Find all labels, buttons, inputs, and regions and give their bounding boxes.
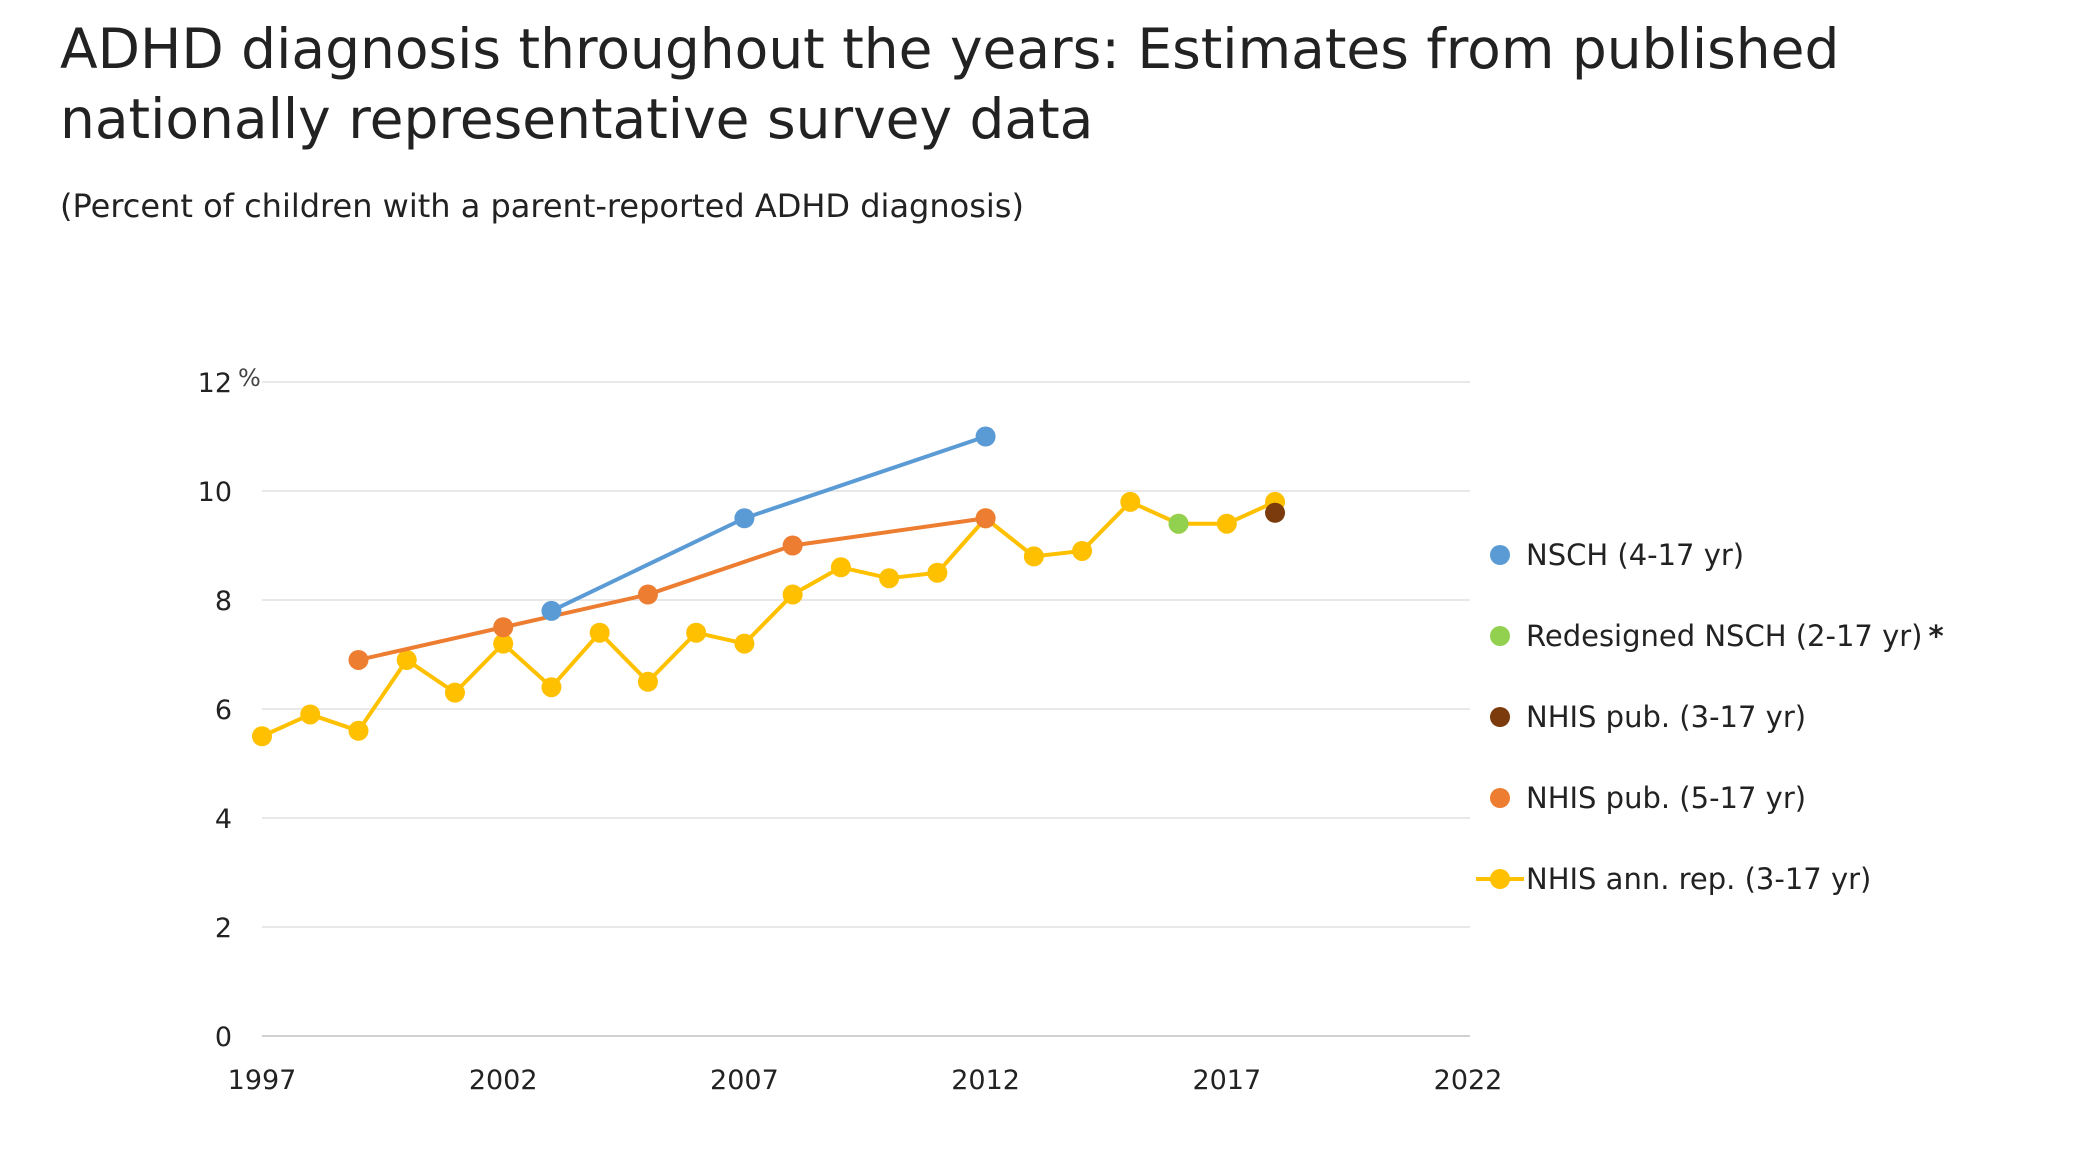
x-tick-label: 2012 [951,1065,1020,1096]
data-point-nsch-4-17-yr [734,508,755,529]
series-line-nhis-pub-5-17-yr [358,516,986,662]
data-point-nhis-ann-rep-3-17-yr [252,726,272,747]
y-tick-label: 12 [198,368,232,399]
legend-item: NSCH (4-17 yr) [1490,538,1744,572]
x-tick-label: 1997 [228,1065,297,1096]
legend-item: NHIS pub. (3-17 yr) [1490,700,1806,734]
legend-label: NSCH (4-17 yr) [1526,538,1744,572]
data-point-nhis-ann-rep-3-17-yr [830,557,851,578]
series-line-nhis-ann-rep-3-17-yr [261,499,1276,739]
x-tick-label: 2022 [1434,1065,1503,1096]
data-point-nhis-ann-rep-3-17-yr [637,671,658,692]
data-point-nhis-ann-rep-3-17-yr [493,633,514,654]
data-point-nhis-pub-3-17-yr [1265,502,1286,523]
legend-marker [1490,788,1510,808]
legend-marker [1490,707,1510,727]
y-tick-label: 4 [215,804,232,835]
legend-marker [1490,626,1510,646]
data-point-nhis-ann-rep-3-17-yr [541,677,562,698]
data-point-nhis-ann-rep-3-17-yr [686,622,707,643]
legend-label: Redesigned NSCH (2-17 yr) * [1526,619,1944,653]
y-tick-label: 0 [215,1022,232,1053]
data-point-nhis-ann-rep-3-17-yr [1216,513,1237,534]
legend: NSCH (4-17 yr) Redesigned NSCH (2-17 yr) *… [1476,538,1944,896]
data-point-nhis-ann-rep-3-17-yr [589,622,610,643]
data-point-nhis-ann-rep-3-17-yr [782,584,803,605]
data-point-nhis-ann-rep-3-17-yr [348,720,369,741]
data-point-nhis-ann-rep-3-17-yr [879,568,900,589]
data-point-nsch-4-17-yr [541,600,562,621]
legend-suffix: * [1928,619,1943,653]
series-line-nsch-4-17-yr [550,434,987,613]
y-tick-label: 10 [198,477,232,508]
data-point-nsch-4-17-yr [975,426,996,447]
data-point-nhis-pub-5-17-yr [975,508,996,529]
data-point-nhis-pub-5-17-yr [637,584,658,605]
legend-item: NHIS pub. (5-17 yr) [1490,781,1806,815]
axis-labels: 0 2 4 6 8 10 12 % 1997 2002 2007 2012 2017 2022 [198,364,1503,1096]
data-point-nhis-pub-5-17-yr [782,535,803,556]
legend-item: Redesigned NSCH (2-17 yr) * [1490,619,1944,653]
data-point-nhis-ann-rep-3-17-yr [300,704,321,725]
legend-marker [1490,545,1510,565]
legend-item: NHIS ann. rep. (3-17 yr) [1476,862,1871,896]
legend-marker [1490,869,1510,889]
data-point-nhis-pub-5-17-yr [348,649,369,670]
data-point-nhis-ann-rep-3-17-yr [1072,540,1093,561]
data-point-redesigned-nsch-2-17-yr [1168,513,1189,534]
data-point-nhis-ann-rep-3-17-yr [927,562,948,583]
data-point-nhis-ann-rep-3-17-yr [396,649,417,670]
y-tick-label: 6 [215,695,232,726]
chart-subtitle: (Percent of children with a parent-repor… [60,187,1024,225]
chart-title: ADHD diagnosis throughout the years: Est… [60,17,1840,151]
legend-label: NHIS ann. rep. (3-17 yr) [1526,862,1871,896]
data-point-nhis-ann-rep-3-17-yr [1120,491,1141,512]
x-tick-label: 2002 [469,1065,538,1096]
legend-label: NHIS pub. (3-17 yr) [1526,700,1806,734]
data-point-nhis-ann-rep-3-17-yr [734,633,755,654]
y-tick-label: 2 [215,913,232,944]
series-layer [252,426,1286,747]
y-unit-label: % [238,364,261,392]
data-point-nhis-ann-rep-3-17-yr [444,682,465,703]
y-tick-label: 8 [215,586,232,617]
data-point-nhis-pub-5-17-yr [493,617,514,638]
data-point-nhis-ann-rep-3-17-yr [1023,546,1044,567]
x-tick-label: 2017 [1192,1065,1261,1096]
x-tick-label: 2007 [710,1065,779,1096]
legend-label: NHIS pub. (5-17 yr) [1526,781,1806,815]
gridlines [262,381,1470,1037]
